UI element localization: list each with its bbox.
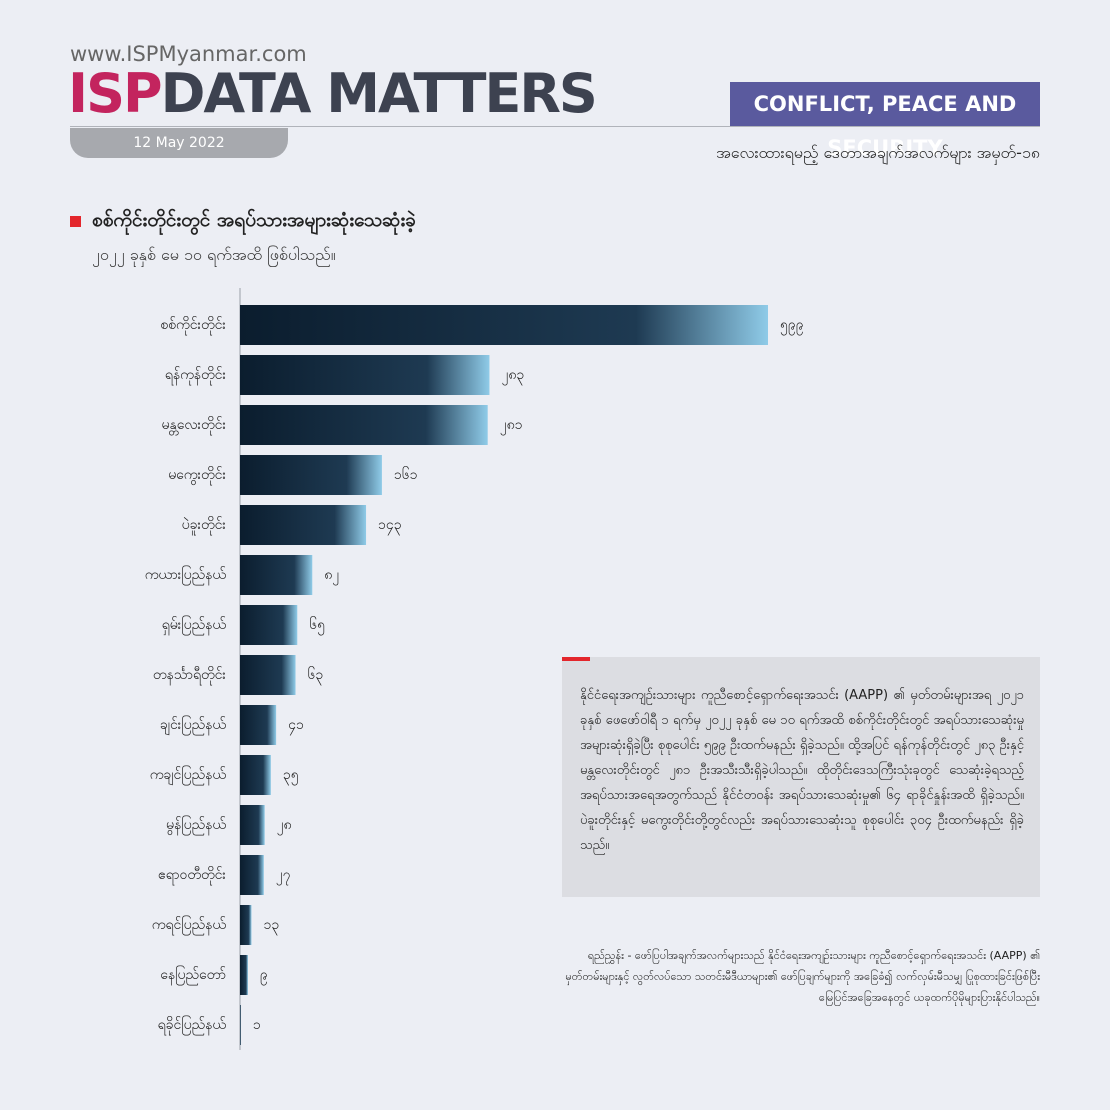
value-label: ၁၆၁ (394, 467, 418, 483)
value-label: ၁၃ (263, 917, 279, 935)
category-label: ကယားပြည်နယ် (145, 566, 227, 585)
category-label: မန္တလေးတိုင်း (162, 417, 227, 435)
value-label: ၅၉၉ (780, 317, 804, 335)
bar (240, 505, 367, 545)
bar (240, 305, 768, 345)
category-label: ကရင်ပြည်နယ် (152, 916, 227, 935)
category-label: ရခိုင်ပြည်နယ် (158, 1016, 227, 1035)
value-label: ၆၃ (308, 667, 324, 685)
value-label: ၃၅ (283, 767, 299, 785)
category-label: နေပြည်တော် (160, 966, 226, 985)
rule (70, 126, 1040, 127)
bar (240, 955, 248, 995)
bar (240, 655, 296, 695)
note: နိုင်ငံရေးအကျဉ်းသားများ ကူညီစောင့်ရှောက်… (580, 688, 1024, 853)
category-label: မကွေးတိုင်း (168, 467, 226, 485)
bar (240, 905, 252, 945)
bar (240, 805, 265, 845)
value-label: ၁၄၃ (378, 517, 402, 535)
category-label: ကချင်ပြည်နယ် (150, 766, 227, 785)
value-label: ၂၇ (276, 867, 291, 885)
value-label: ၂၈၃ (501, 367, 524, 385)
bar (240, 705, 277, 745)
section-label: CONFLICT, PEACE AND SECURITY (730, 82, 1040, 160)
bar (240, 755, 271, 795)
bar (240, 355, 490, 395)
title-marker (70, 216, 81, 227)
note-panel: နိုင်ငံရေးအကျဉ်းသားများ ကူညီစောင့်ရှောက်… (562, 657, 1040, 897)
bar (240, 855, 264, 895)
value-label: ၉ (260, 967, 268, 985)
category-label: ရန်ကုန်တိုင်း (165, 367, 227, 385)
website: www.ISPMyanmar.com (70, 42, 307, 66)
category-label: ပဲခူးတိုင်း (182, 517, 227, 535)
brand-isp: ISP (68, 62, 163, 125)
category-label: ဧရာဝတီတိုင်း (158, 867, 227, 885)
value-label: ၁ (253, 1017, 261, 1033)
source: ရည်ညွှန်း - ဖော်ပြပါအချက်အလက်များသည် နို… (565, 949, 1040, 1004)
category-label: ချင်းပြည်နယ် (160, 716, 227, 735)
chart-subtitle: ၂၀၂၂ ခုနှစ် မေ ၁၀ ရက်အထိ ဖြစ်ပါသည်။ (92, 245, 336, 264)
bar (240, 555, 313, 595)
value-label: ၂၈၁ (500, 417, 523, 435)
series-title: အလေးထားရမည့် ဒေတာအချက်အလက်များ အမှတ်-၁၈ (716, 143, 1040, 162)
chart-title: စစ်ကိုင်းတိုင်းတွင် အရပ်သားအများဆုံးသေဆု… (92, 209, 416, 231)
value-label: ၆၅ (309, 617, 325, 635)
category-label: စစ်ကိုင်းတိုင်း (160, 317, 226, 335)
category-label: တနင်္သာရီတိုင်း (153, 667, 227, 685)
value-label: ၂၈ (277, 817, 292, 835)
bar (240, 455, 382, 495)
brand: ISPDATA MATTERS (68, 62, 598, 125)
bar (240, 405, 488, 445)
value-label: ၄၁ (288, 717, 304, 735)
brand-rest: DATA MATTERS (160, 62, 598, 125)
category-label: ရှမ်းပြည်နယ် (162, 616, 227, 635)
category-label: မွန်ပြည်နယ် (166, 816, 226, 835)
note-accent (562, 657, 590, 661)
value-label: ၈၂ (324, 567, 339, 585)
bar (240, 1005, 241, 1045)
date: 12 May 2022 (70, 128, 288, 158)
bar (240, 605, 298, 645)
